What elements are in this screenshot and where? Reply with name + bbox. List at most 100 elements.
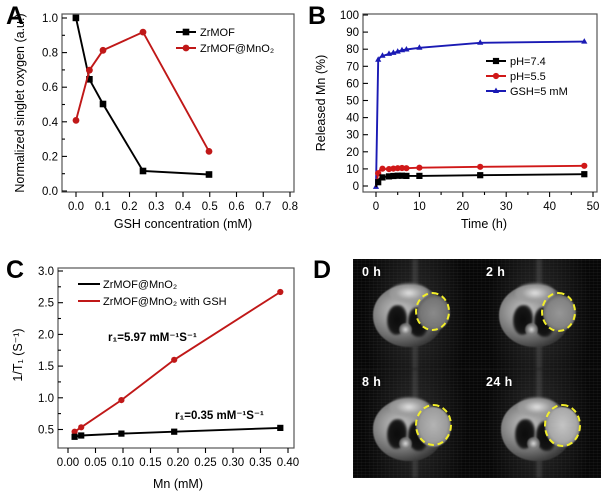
panel-a-y-tick-labels: 0.0 0.2 0.4 0.6 0.8 1.0 xyxy=(42,13,59,198)
panel-b-xtick-3: 30 xyxy=(500,201,513,213)
panel-b-ytick-3: 30 xyxy=(346,130,359,142)
panel-d-image-grid: 0 h 2 h 8 h xyxy=(353,259,601,478)
mri-spine-dot-2h xyxy=(525,323,538,336)
panel-b-markers-ph55 xyxy=(375,162,588,177)
mri-roi-24h xyxy=(544,403,581,447)
mri-roi-8h xyxy=(415,403,452,446)
panel-b-ytick-8: 80 xyxy=(346,44,359,56)
panel-c: C 0.5 1.0 1.5 2.0 2.5 3.0 xyxy=(0,250,300,503)
mri-roi-0h xyxy=(415,292,450,331)
panel-a-xtick-2: 0.2 xyxy=(122,201,138,213)
panel-a-markers-zrmof xyxy=(72,14,213,178)
panel-b-ytick-9: 90 xyxy=(346,27,359,39)
panel-a-xtick-6: 0.6 xyxy=(229,201,245,213)
panel-c-ytick-5: 3.0 xyxy=(38,266,54,278)
panel-c-ytick-4: 2.5 xyxy=(38,298,54,310)
panel-b: B 0 10 20 30 40 50 60 70 80 90 100 xyxy=(303,0,603,250)
panel-b-label: B xyxy=(308,2,327,30)
panel-a-y-ticks xyxy=(62,17,67,192)
panel-c-ylabel: 1/T₁ (S⁻¹) xyxy=(11,328,25,381)
panel-b-markers-ph74 xyxy=(375,171,588,186)
panel-c-legend-label-1: ZrMOF@MnO₂ with GSH xyxy=(103,296,227,308)
mri-cell-2h: 2 h xyxy=(477,259,601,369)
panel-a-ytick-3: 0.6 xyxy=(42,82,58,94)
panel-c-x-ticks xyxy=(67,448,289,453)
panel-b-y-ticks xyxy=(363,14,368,187)
panel-c-legend: ZrMOF@MnO₂ ZrMOF@MnO₂ with GSH xyxy=(78,279,227,308)
panel-b-ytick-0: 0 xyxy=(353,181,359,193)
panel-a-ytick-1: 0.2 xyxy=(42,151,58,163)
panel-a-label: A xyxy=(6,2,25,30)
panel-b-legend-label-0: pH=7.4 xyxy=(510,56,546,68)
panel-a-x-ticks xyxy=(75,192,291,197)
panel-b-ytick-4: 40 xyxy=(346,113,359,125)
panel-a-plot: 0.0 0.2 0.4 0.6 0.8 1.0 0.0 0.1 0.2 0.3 … xyxy=(13,13,298,231)
panel-b-xtick-2: 20 xyxy=(456,201,469,213)
panel-b-markers-gsh xyxy=(372,38,588,189)
panel-c-xlabel: Mn (mM) xyxy=(153,477,203,491)
panel-a-xtick-3: 0.3 xyxy=(148,201,164,213)
mri-spine-dot-8h xyxy=(399,436,412,450)
panel-a-xtick-0: 0.0 xyxy=(68,201,84,213)
panel-a-legend: ZrMOF ZrMOF@MnO₂ xyxy=(176,27,274,55)
panel-c-xtick-3: 0.15 xyxy=(139,457,161,469)
panel-c-xtick-8: 0.40 xyxy=(277,457,299,469)
panel-b-ytick-1: 10 xyxy=(346,164,359,176)
panel-b-ytick-6: 60 xyxy=(346,78,359,90)
panel-b-xlabel: Time (h) xyxy=(461,217,507,231)
panel-a-xtick-5: 0.5 xyxy=(202,201,218,213)
panel-c-ytick-1: 1.0 xyxy=(38,393,54,405)
panel-c-xtick-5: 0.25 xyxy=(194,457,216,469)
panel-a-frame xyxy=(61,13,295,193)
panel-b-ylabel: Released Mn (%) xyxy=(314,55,328,152)
panel-c-markers-with-gsh xyxy=(71,288,284,435)
panel-c-y-ticks xyxy=(58,270,63,431)
panel-b-xtick-5: 50 xyxy=(587,201,600,213)
mri-time-label-8h: 8 h xyxy=(362,374,382,389)
panel-b-y-tick-labels: 0 10 20 30 40 50 60 70 80 90 100 xyxy=(340,10,359,193)
mri-spine-dot-24h xyxy=(527,436,540,450)
panel-a-xtick-8: 0.8 xyxy=(282,201,298,213)
panel-a-xtick-7: 0.7 xyxy=(255,201,271,213)
panel-c-plot: 0.5 1.0 1.5 2.0 2.5 3.0 0.00 0.05 0.10 0… xyxy=(11,266,299,491)
panel-b-ytick-5: 50 xyxy=(346,96,359,108)
panel-c-xtick-2: 0.10 xyxy=(112,457,134,469)
panel-c-xtick-1: 0.05 xyxy=(84,457,106,469)
panel-c-xtick-4: 0.20 xyxy=(167,457,189,469)
mri-spine-dot-0h xyxy=(399,323,412,336)
panel-b-x-tick-labels: 0 10 20 30 40 50 xyxy=(373,201,600,213)
mri-time-label-2h: 2 h xyxy=(486,265,506,279)
panel-c-x-tick-labels: 0.00 0.05 0.10 0.15 0.20 0.25 0.30 0.35 … xyxy=(57,457,299,469)
panel-d-label: D xyxy=(313,256,332,284)
panel-c-label: C xyxy=(6,256,25,284)
panel-a-ylabel: Normalized singlet oxygen (a.u.) xyxy=(13,13,27,192)
panel-a-ytick-4: 0.8 xyxy=(42,48,58,60)
panel-c-markers-no-gsh xyxy=(71,424,284,440)
panel-b-plot: 0 10 20 30 40 50 60 70 80 90 100 0 10 20… xyxy=(314,10,600,231)
panel-c-xtick-0: 0.00 xyxy=(57,457,79,469)
panel-a-legend-label-1: ZrMOF@MnO₂ xyxy=(200,43,274,55)
panel-c-xtick-6: 0.30 xyxy=(222,457,244,469)
panel-b-xtick-0: 0 xyxy=(373,201,379,213)
panel-a-x-tick-labels: 0.0 0.1 0.2 0.3 0.4 0.5 0.6 0.7 0.8 xyxy=(68,201,298,213)
panel-c-ytick-3: 2.0 xyxy=(38,329,54,341)
panel-b-legend-label-2: GSH=5 mM xyxy=(510,86,568,98)
panel-b-ytick-10: 100 xyxy=(340,10,359,22)
panel-a-markers-zrmof-mno2 xyxy=(72,28,213,155)
panel-b-ytick-7: 70 xyxy=(346,61,359,73)
panel-c-annotation-black: r₁=0.35 mM⁻¹S⁻¹ xyxy=(175,410,264,422)
panel-c-xtick-7: 0.35 xyxy=(249,457,271,469)
panel-c-y-tick-labels: 0.5 1.0 1.5 2.0 2.5 3.0 xyxy=(38,266,54,437)
panel-a: A 0.0 0.2 0.4 0.6 0.8 1.0 xyxy=(0,0,300,250)
panel-a-ytick-0: 0.0 xyxy=(42,186,58,198)
mri-cell-24h: 24 h xyxy=(477,368,601,478)
mri-time-label-24h: 24 h xyxy=(486,374,513,389)
panel-c-annotation-red: r₁=5.97 mM⁻¹S⁻¹ xyxy=(108,332,197,344)
panel-b-xtick-4: 40 xyxy=(543,201,556,213)
panel-c-ytick-2: 1.5 xyxy=(38,361,54,373)
panel-b-legend: pH=7.4 pH=5.5 GSH=5 mM xyxy=(486,56,568,98)
panel-c-ytick-0: 0.5 xyxy=(38,425,54,437)
panel-b-x-ticks xyxy=(375,192,594,197)
panel-a-legend-label-0: ZrMOF xyxy=(200,27,235,39)
panel-a-xlabel: GSH concentration (mM) xyxy=(114,217,252,231)
